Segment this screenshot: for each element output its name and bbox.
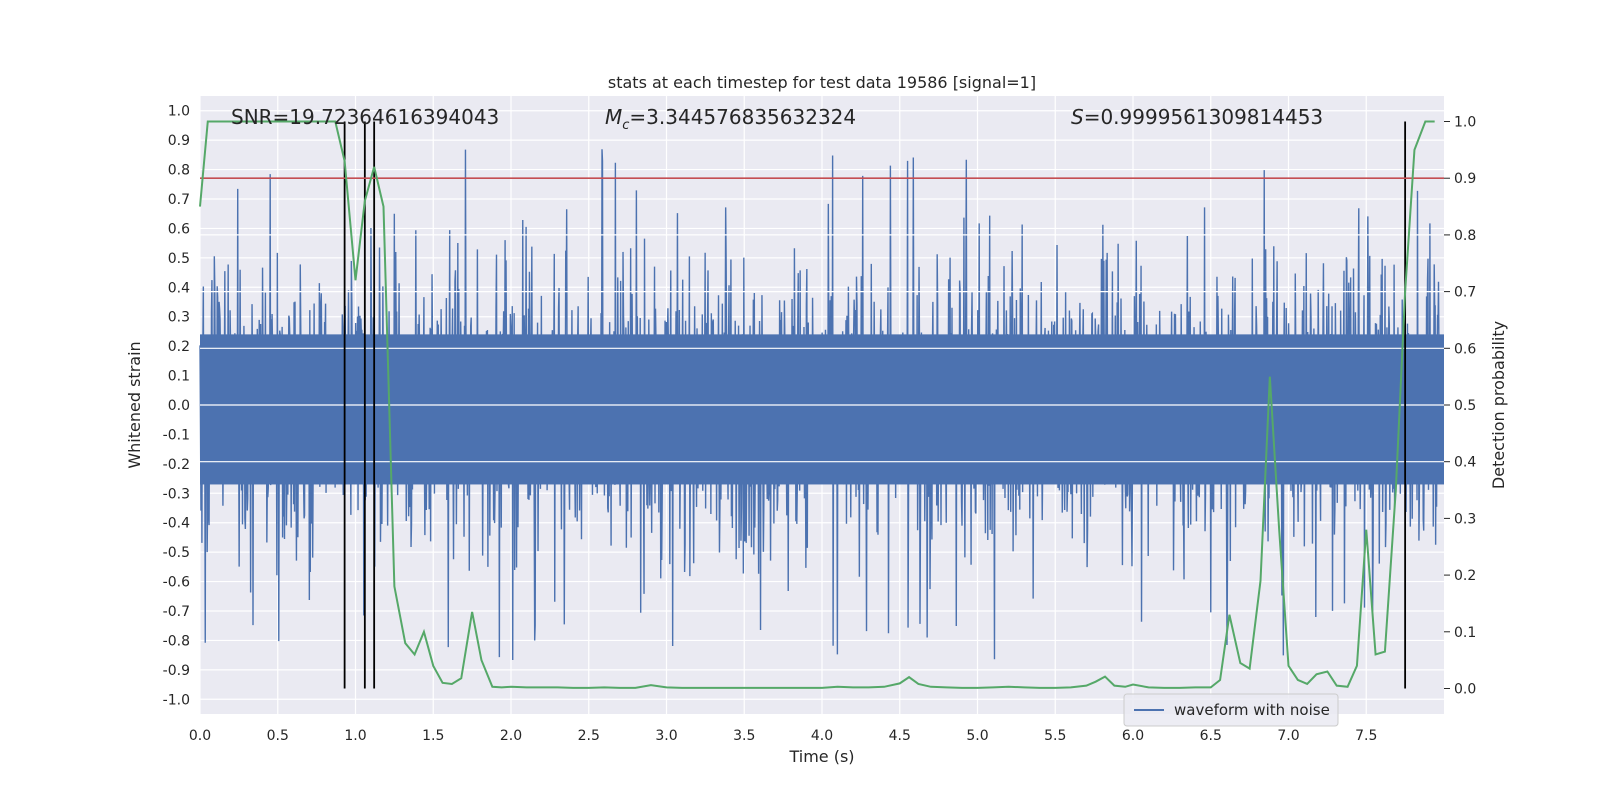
y-right-tick-label: 0.1 [1454,625,1476,641]
y-right-tick-label: 0.3 [1454,511,1476,527]
y-left-tick-label: -0.9 [163,663,190,679]
x-tick-label: 3.5 [733,728,755,744]
y-right-tick-label: 0.4 [1454,455,1476,471]
legend: waveform with noise [1123,693,1339,727]
y-right-tick-label: 0.9 [1454,171,1476,187]
score-value: =0.9999561309814453 [1084,105,1323,129]
y-left-tick-label: 0.5 [168,251,190,267]
y-left-tick-label: 0.9 [168,133,190,149]
y-right-tick-label: 0.8 [1454,228,1476,244]
y-left-tick-label: 0.7 [168,192,190,208]
y-left-tick-label: 1.0 [168,104,190,120]
score-annotation: S=0.9999561309814453 [1071,105,1323,129]
y-right-tick-label: 0.5 [1454,398,1476,414]
x-tick-label: 2.0 [500,728,522,744]
legend-label-waveform: waveform with noise [1174,701,1330,719]
x-tick-label: 3.0 [655,728,677,744]
x-tick-label: 1.0 [344,728,366,744]
y-left-tick-label: 0.0 [168,398,190,414]
x-axis-label: Time (s) [788,747,854,766]
snr-annotation: SNR=19.72364616394043 [231,105,499,129]
x-tick-label: 1.5 [422,728,444,744]
y-left-tick-label: -0.4 [163,516,190,532]
y-axis-label-right: Detection probability [1489,321,1508,489]
y-right-tick-label: 0.0 [1454,681,1476,697]
y-left-tick-label: -0.1 [163,427,190,443]
x-tick-label: 6.0 [1122,728,1144,744]
x-tick-label: 5.5 [1044,728,1066,744]
x-tick-label: 7.5 [1355,728,1377,744]
noise-series-group [199,149,1444,661]
x-tick-label: 0.5 [267,728,289,744]
right-axis-ticks: 1.0 0.9 0.8 0.7 0.6 0.5 0.4 0.3 0.2 0.1 0.0 [1444,115,1476,697]
x-tick-label: 0.0 [189,728,211,744]
x-tick-label: 6.5 [1200,728,1222,744]
chirp-mass-annotation: Mc=3.344576835632324 [605,105,856,133]
y-left-tick-label: -0.2 [163,457,190,473]
y-left-tick-label: -0.5 [163,545,190,561]
legend-box [1123,693,1339,727]
y-left-tick-label: 0.6 [168,221,190,237]
y-left-tick-label: 0.3 [168,310,190,326]
y-right-tick-label: 0.6 [1454,341,1476,357]
score-symbol: S [1071,105,1084,129]
chirp-mass-subscript: c [622,118,629,133]
x-tick-label: 4.5 [889,728,911,744]
chirp-mass-symbol: M [605,105,622,129]
chirp-mass-value: =3.344576835632324 [629,105,856,129]
x-tick-label: 5.0 [966,728,988,744]
y-left-tick-label: 0.2 [168,339,190,355]
y-right-tick-label: 0.7 [1454,285,1476,301]
x-tick-label: 4.0 [811,728,833,744]
y-left-tick-label: -0.6 [163,575,190,591]
y-right-tick-label: 1.0 [1454,115,1476,131]
waveform-dense-band [200,334,1444,485]
x-axis-ticks: 0.0 0.5 1.0 1.5 2.0 2.5 3.0 3.5 4.0 4.5 5.0 5.5 6.0 6… [189,728,1378,744]
y-left-tick-label: 0.8 [168,163,190,179]
probability-line [199,120,1435,689]
x-tick-label: 2.5 [578,728,600,744]
x-tick-label: 7.0 [1277,728,1299,744]
y-left-tick-label: 0.1 [168,369,190,385]
y-left-tick-label: 0.4 [168,280,190,296]
y-axis-label-left: Whitened strain [125,341,144,468]
y-left-tick-label: -0.3 [163,486,190,502]
y-left-tick-label: -1.0 [163,692,190,708]
vertical-markers [343,121,1407,689]
y-left-tick-label: -0.7 [163,604,190,620]
left-axis-ticks: 1.0 0.9 0.8 0.7 0.6 0.5 0.4 0.3 0.2 0.1 0.0 -0.1 -0.… [163,104,190,709]
y-left-tick-label: -0.8 [163,633,190,649]
y-right-tick-label: 0.2 [1454,568,1476,584]
probability-series-group [199,120,1444,689]
chart-title: stats at each timestep for test data 195… [608,73,1036,92]
